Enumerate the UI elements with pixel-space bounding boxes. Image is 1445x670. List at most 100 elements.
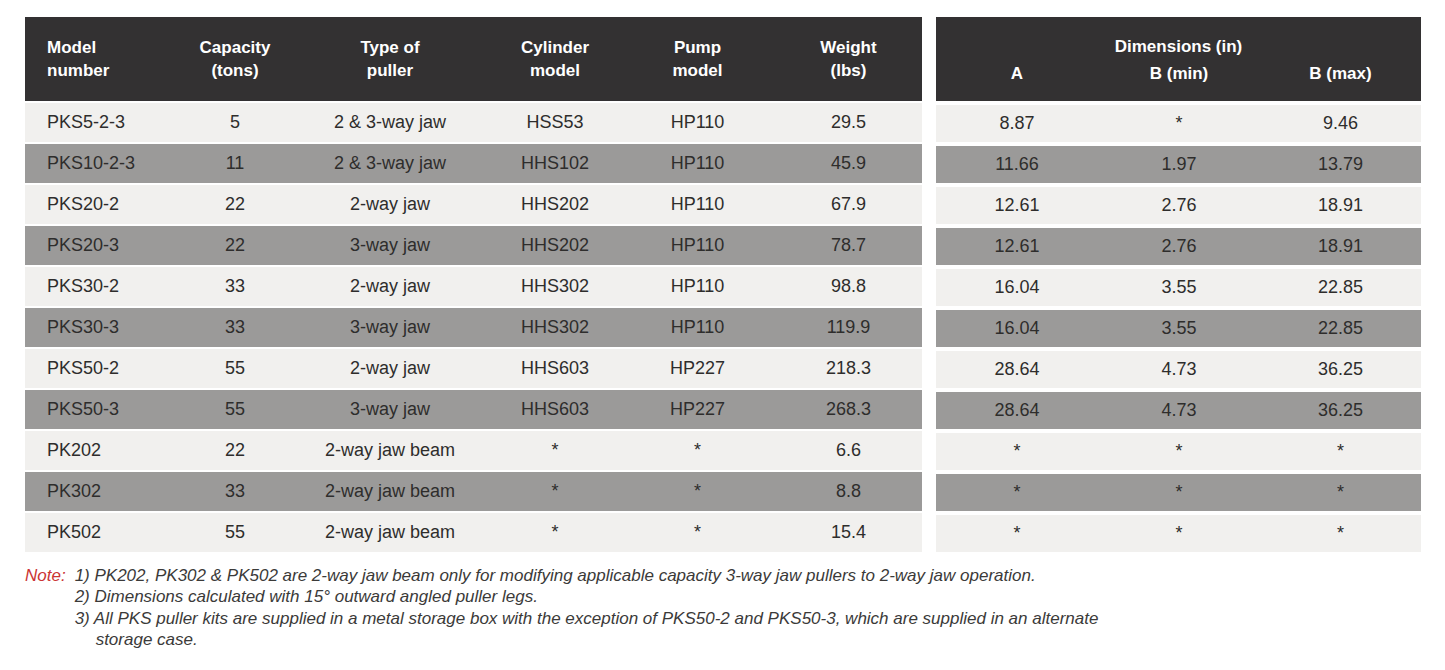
capacity-cell: 33 [180, 470, 290, 511]
table-row: PKS50-2 55 2-way jaw HHS603 HP227 218.3 [25, 347, 922, 388]
dim-b-max-cell: 18.91 [1260, 224, 1421, 265]
header-group-row: Dimensions (in) [936, 17, 1421, 59]
weight-cell: 45.9 [775, 142, 922, 183]
col-header-dim-a: A [936, 59, 1098, 101]
cylinder-model-cell: HHS302 [490, 306, 620, 347]
puller-type-cell: 2-way jaw [290, 183, 490, 224]
dim-b-max-cell: 13.79 [1260, 142, 1421, 183]
puller-type-cell: 2-way jaw [290, 265, 490, 306]
table-row: PKS50-3 55 3-way jaw HHS603 HP227 268.3 [25, 388, 922, 429]
puller-spec-table: Model number Capacity (tons) Type of pul… [25, 17, 922, 552]
model-number-cell: PK502 [25, 511, 180, 552]
table-row: * * * [936, 429, 1421, 470]
dim-b-max-cell: * [1260, 429, 1421, 470]
model-number-cell: PKS5-2-3 [25, 101, 180, 142]
cylinder-model-cell: HHS102 [490, 142, 620, 183]
dimensions-table: Dimensions (in) A B (min) B (max) 8.87 *… [936, 17, 1421, 552]
footnotes: Note: 1) PK202, PK302 & PK502 are 2-way … [25, 565, 1421, 650]
dim-b-max-cell: 18.91 [1260, 183, 1421, 224]
dim-b-max-cell: * [1260, 511, 1421, 552]
weight-cell: 268.3 [775, 388, 922, 429]
capacity-cell: 22 [180, 429, 290, 470]
pump-model-cell: * [620, 429, 775, 470]
col-header-dim-b-max: B (max) [1260, 59, 1421, 101]
puller-type-cell: 2-way jaw beam [290, 470, 490, 511]
dim-b-min-cell: * [1098, 511, 1260, 552]
dim-b-min-cell: * [1098, 101, 1260, 142]
table-row: PKS5-2-3 5 2 & 3-way jaw HSS53 HP110 29.… [25, 101, 922, 142]
cylinder-model-cell: * [490, 470, 620, 511]
table-row: 16.04 3.55 22.85 [936, 265, 1421, 306]
dim-b-max-cell: 36.25 [1260, 347, 1421, 388]
dim-b-max-cell: * [1260, 470, 1421, 511]
puller-type-cell: 2 & 3-way jaw [290, 101, 490, 142]
table-row: 16.04 3.55 22.85 [936, 306, 1421, 347]
capacity-cell: 5 [180, 101, 290, 142]
dimensions-table-body: 8.87 * 9.46 11.66 1.97 13.79 12.61 2.76 … [936, 101, 1421, 552]
dim-a-cell: 8.87 [936, 101, 1098, 142]
model-number-cell: PKS30-2 [25, 265, 180, 306]
table-row: PKS30-3 33 3-way jaw HHS302 HP110 119.9 [25, 306, 922, 347]
pump-model-cell: HP227 [620, 347, 775, 388]
weight-cell: 218.3 [775, 347, 922, 388]
weight-cell: 6.6 [775, 429, 922, 470]
capacity-cell: 33 [180, 265, 290, 306]
puller-spec-table-body: PKS5-2-3 5 2 & 3-way jaw HSS53 HP110 29.… [25, 101, 922, 552]
pump-model-cell: * [620, 511, 775, 552]
weight-cell: 119.9 [775, 306, 922, 347]
capacity-cell: 22 [180, 183, 290, 224]
dim-b-min-cell: 3.55 [1098, 306, 1260, 347]
note-line-3-continuation: storage case. [75, 629, 1099, 650]
spec-sheet-page: Model number Capacity (tons) Type of pul… [0, 0, 1445, 670]
pump-model-cell: HP110 [620, 224, 775, 265]
model-number-cell: PKS50-2 [25, 347, 180, 388]
cylinder-model-cell: * [490, 511, 620, 552]
col-header-dimensions-group: Dimensions (in) [936, 17, 1421, 59]
table-row: PK302 33 2-way jaw beam * * 8.8 [25, 470, 922, 511]
col-header-capacity: Capacity (tons) [180, 17, 290, 101]
table-row: 28.64 4.73 36.25 [936, 388, 1421, 429]
dim-a-cell: * [936, 429, 1098, 470]
table-row: 28.64 4.73 36.25 [936, 347, 1421, 388]
table-row: PKS20-2 22 2-way jaw HHS202 HP110 67.9 [25, 183, 922, 224]
dim-a-cell: 16.04 [936, 265, 1098, 306]
col-header-cylinder-model: Cylinder model [490, 17, 620, 101]
dim-a-cell: 28.64 [936, 347, 1098, 388]
model-number-cell: PKS50-3 [25, 388, 180, 429]
puller-type-cell: 3-way jaw [290, 388, 490, 429]
cylinder-model-cell: HHS202 [490, 224, 620, 265]
cylinder-model-cell: HHS302 [490, 265, 620, 306]
dim-a-cell: 12.61 [936, 224, 1098, 265]
dim-b-max-cell: 9.46 [1260, 101, 1421, 142]
cylinder-model-cell: * [490, 429, 620, 470]
tables-wrap: Model number Capacity (tons) Type of pul… [25, 17, 1421, 552]
weight-cell: 15.4 [775, 511, 922, 552]
dim-a-cell: 11.66 [936, 142, 1098, 183]
table-row: PK202 22 2-way jaw beam * * 6.6 [25, 429, 922, 470]
pump-model-cell: HP110 [620, 101, 775, 142]
capacity-cell: 55 [180, 347, 290, 388]
table-row: PKS30-2 33 2-way jaw HHS302 HP110 98.8 [25, 265, 922, 306]
col-header-puller-type: Type of puller [290, 17, 490, 101]
table-row: * * * [936, 470, 1421, 511]
pump-model-cell: HP110 [620, 183, 775, 224]
pump-model-cell: HP227 [620, 388, 775, 429]
dim-b-min-cell: 1.97 [1098, 142, 1260, 183]
pump-model-cell: HP110 [620, 306, 775, 347]
dim-a-cell: * [936, 511, 1098, 552]
model-number-cell: PK202 [25, 429, 180, 470]
model-number-cell: PKS10-2-3 [25, 142, 180, 183]
weight-cell: 98.8 [775, 265, 922, 306]
dim-a-cell: * [936, 470, 1098, 511]
table-row: 12.61 2.76 18.91 [936, 224, 1421, 265]
dim-b-max-cell: 36.25 [1260, 388, 1421, 429]
dim-a-cell: 12.61 [936, 183, 1098, 224]
header-sub-row: A B (min) B (max) [936, 59, 1421, 101]
dimensions-table-header: Dimensions (in) A B (min) B (max) [936, 17, 1421, 101]
cylinder-model-cell: HHS603 [490, 347, 620, 388]
capacity-cell: 55 [180, 388, 290, 429]
capacity-cell: 11 [180, 142, 290, 183]
note-line-1: 1) PK202, PK302 & PK502 are 2-way jaw be… [75, 565, 1099, 586]
dim-b-min-cell: 2.76 [1098, 224, 1260, 265]
table-row: * * * [936, 511, 1421, 552]
